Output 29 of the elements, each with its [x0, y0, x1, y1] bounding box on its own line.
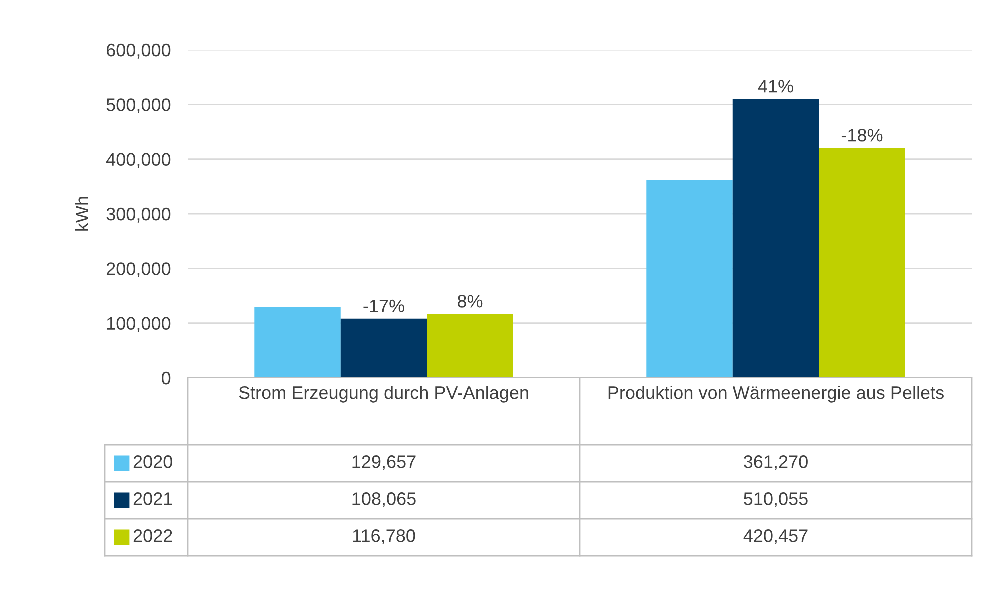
data-label: 116,780	[353, 530, 416, 544]
legend-label: 2020	[134, 456, 172, 468]
y-tick-label: 400,000	[106, 153, 171, 168]
annotation: 8%	[458, 295, 483, 308]
y-tick-label: 300,000	[106, 208, 171, 223]
y-axis-title: kWh	[75, 197, 88, 231]
annotation: -17%	[364, 300, 404, 313]
data-label: 361,270	[744, 456, 808, 470]
data-label: 420,457	[744, 530, 808, 544]
x-tick-label: Strom Erzeugung durch PV-Anlagen	[239, 386, 528, 403]
bar	[340, 318, 428, 378]
data-label: 108,065	[352, 492, 416, 508]
bar	[819, 148, 906, 378]
bar	[646, 180, 733, 378]
data-label: 510,055	[744, 492, 808, 508]
y-tick-label: 200,000	[106, 262, 171, 278]
legend-label: 2021	[134, 492, 172, 506]
legend-label: 2022	[134, 530, 172, 542]
data-label: 129,657	[352, 456, 416, 470]
bar	[732, 99, 820, 378]
y-tick-label: 500,000	[106, 98, 171, 114]
x-tick-label: Produktion von Wärmeenergie aus Pellets	[608, 386, 944, 403]
bar	[427, 314, 514, 378]
y-tick-label: 100,000	[107, 317, 171, 332]
annotation: 41%	[758, 80, 794, 93]
y-tick-label: 600,000	[106, 44, 171, 59]
y-tick-label: 0	[162, 372, 171, 385]
annotation: -18%	[842, 129, 883, 142]
bar	[254, 307, 341, 378]
